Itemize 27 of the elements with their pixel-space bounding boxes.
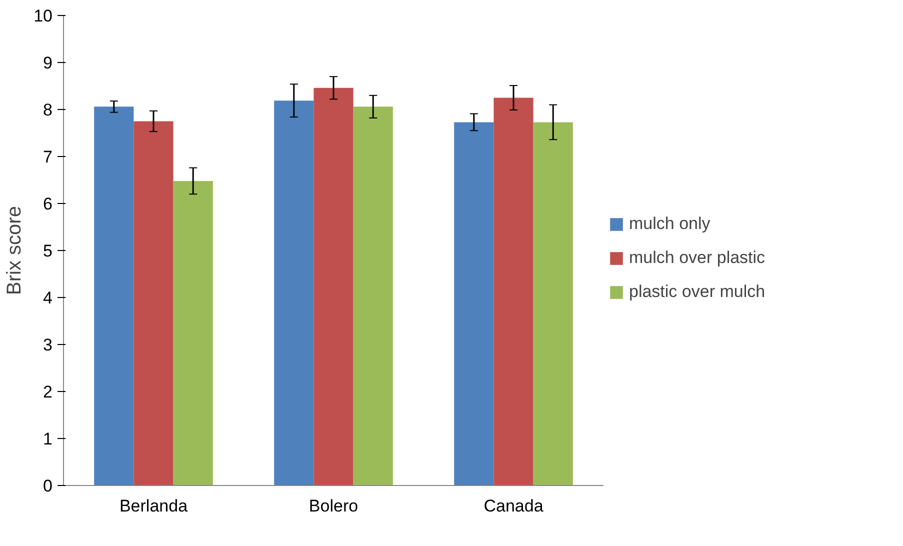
x-tick-label: Berlanda bbox=[119, 496, 188, 516]
y-tick-label: 8 bbox=[43, 100, 53, 120]
legend-label: mulch only bbox=[629, 214, 710, 234]
y-tick-label: 4 bbox=[43, 288, 53, 308]
y-tick-label: 5 bbox=[43, 242, 53, 260]
y-tick-label: 10 bbox=[34, 6, 53, 26]
y-tick-label: 1 bbox=[43, 430, 53, 448]
bar bbox=[314, 88, 354, 486]
y-tick-label: 3 bbox=[43, 336, 53, 354]
bar bbox=[353, 106, 393, 486]
bar bbox=[94, 106, 134, 486]
y-tick-label: 2 bbox=[43, 382, 53, 402]
bar bbox=[494, 98, 534, 486]
bar bbox=[134, 121, 174, 486]
x-tick-label: Bolero bbox=[308, 496, 358, 516]
bar bbox=[274, 100, 314, 486]
y-tick-label: 9 bbox=[43, 54, 53, 72]
bar bbox=[173, 180, 213, 486]
bar bbox=[533, 122, 573, 486]
y-tick-label: 0 bbox=[43, 476, 53, 496]
y-tick-label: 7 bbox=[43, 148, 53, 166]
legend-label: mulch over plastic bbox=[629, 248, 766, 268]
bar bbox=[454, 122, 494, 486]
y-axis-title: Brix score bbox=[4, 206, 26, 295]
y-tick-label: 6 bbox=[43, 194, 53, 214]
legend-label: plastic over mulch bbox=[629, 282, 766, 302]
x-tick-label: Canada bbox=[484, 496, 544, 516]
